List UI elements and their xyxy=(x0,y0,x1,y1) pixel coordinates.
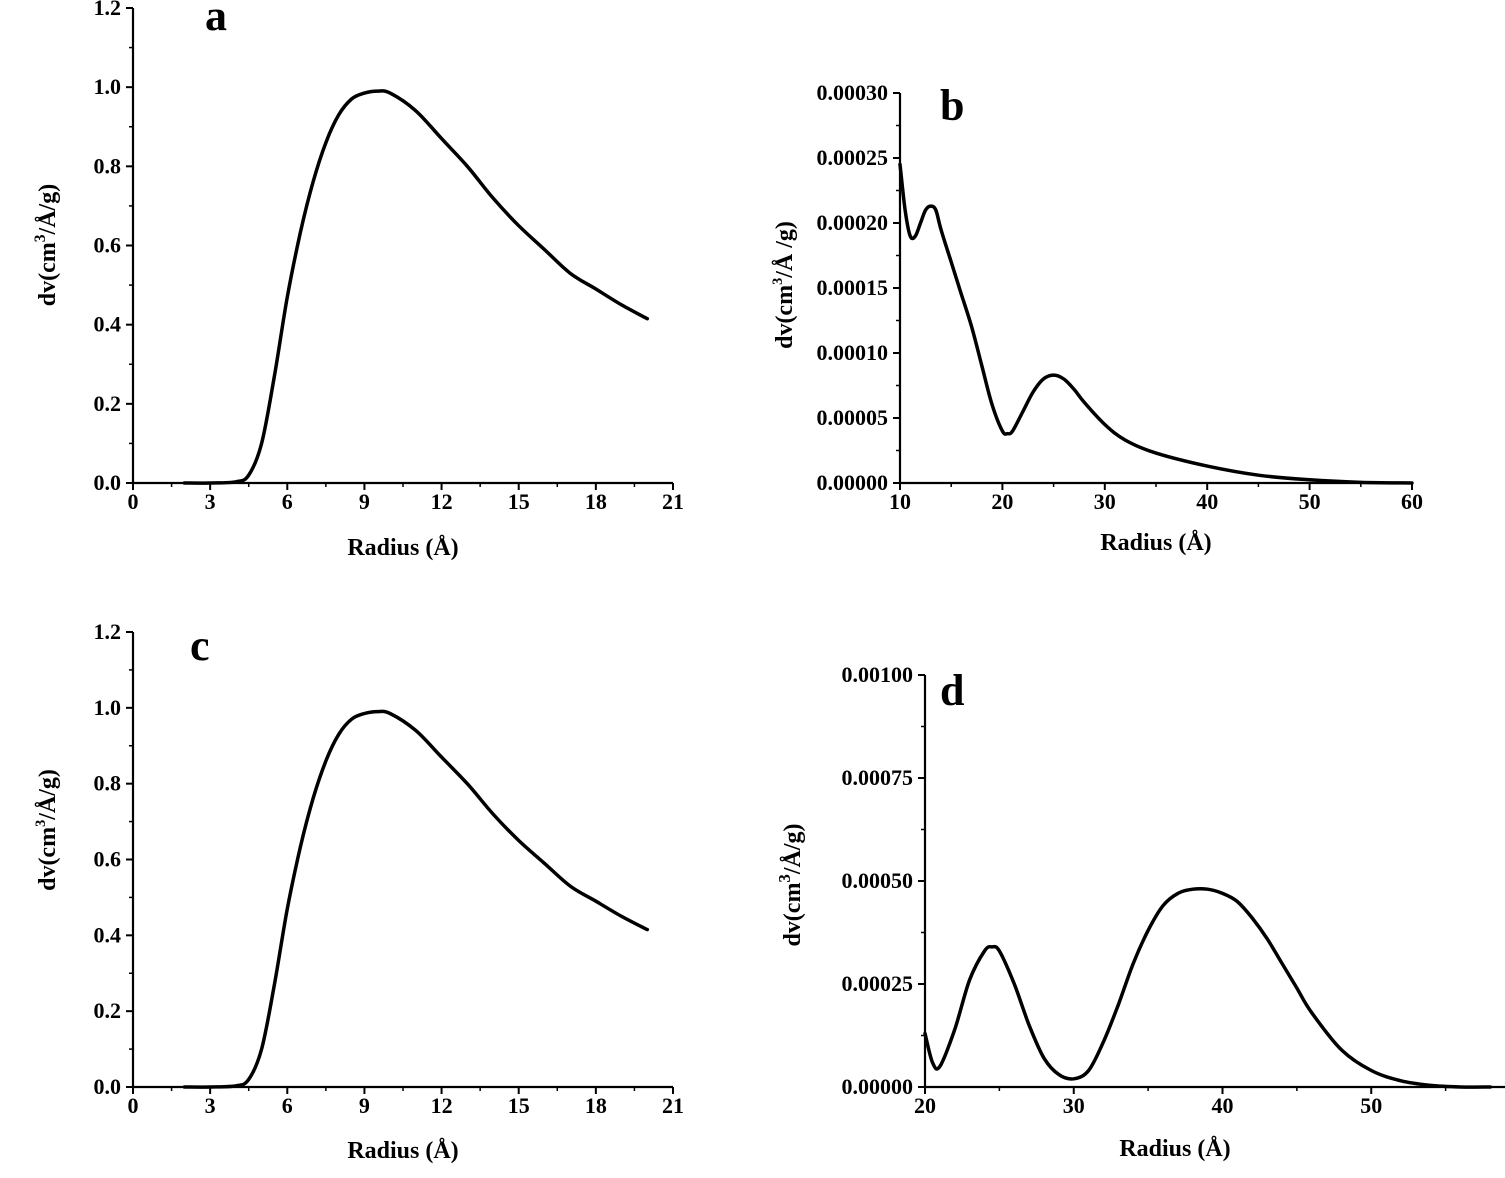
x-tick-label: 40 xyxy=(1212,1093,1234,1118)
y-axis-title-tail: /Å /g) xyxy=(772,221,798,279)
x-tick-label: 20 xyxy=(991,489,1013,514)
x-tick-label: 50 xyxy=(1360,1093,1382,1118)
y-axis-title-main: dv(cm xyxy=(35,242,61,306)
y-axis-title-sup: 3 xyxy=(770,278,786,285)
y-tick-label: 1.2 xyxy=(94,0,122,20)
y-axis-title-main: dv(cm xyxy=(772,285,798,349)
y-tick-label: 0.6 xyxy=(94,233,122,258)
y-tick-label: 0.00010 xyxy=(817,340,889,365)
y-tick-label: 0.00075 xyxy=(842,765,914,790)
y-axis-title: dv(cm3/Å/g) xyxy=(32,184,61,306)
y-tick-label: 1.2 xyxy=(94,619,122,644)
y-tick-label: 0.00030 xyxy=(817,80,889,105)
y-tick-label: 0.00020 xyxy=(817,210,889,235)
x-tick-label: 6 xyxy=(282,489,293,514)
x-tick-label: 18 xyxy=(585,489,607,514)
y-tick-label: 0.4 xyxy=(94,922,122,947)
x-axis-title: Radius (Å) xyxy=(347,1138,458,1164)
y-tick-label: 0.00005 xyxy=(817,405,889,430)
x-tick-label: 50 xyxy=(1299,489,1321,514)
y-axis-title-sup: 3 xyxy=(32,234,49,242)
y-tick-label: 0.0 xyxy=(94,470,122,495)
x-tick-label: 10 xyxy=(889,489,911,514)
y-axis-title-tail: /Å/g) xyxy=(35,184,61,236)
y-tick-label: 0.0 xyxy=(94,1074,122,1099)
x-tick-label: 20 xyxy=(914,1093,936,1118)
x-tick-label: 15 xyxy=(508,489,530,514)
y-axis-title-sup: 3 xyxy=(33,820,49,827)
x-tick-label: 12 xyxy=(431,489,453,514)
panel-b: b 10 20 30 40 50 60 0.00000 0.00005 0.00010 0.000… xyxy=(770,80,1423,556)
y-axis-title: dv(cm3/Å/g) xyxy=(775,823,806,946)
panel-letter-a: a xyxy=(205,0,227,40)
y-axis-title-main: dv(cm xyxy=(35,827,61,891)
series-line xyxy=(182,709,650,1089)
x-tick-label: 21 xyxy=(662,489,684,514)
x-tick-label: 0 xyxy=(128,1093,139,1118)
x-tick-label: 6 xyxy=(282,1093,293,1118)
y-tick-label: 0.2 xyxy=(94,391,122,416)
y-tick-label: 0.8 xyxy=(94,771,122,796)
x-tick-label: 3 xyxy=(205,1093,216,1118)
y-tick-label: 0.6 xyxy=(94,847,122,872)
panel-d: d 2030405060.000000.000250.000500.000750… xyxy=(775,662,1505,1162)
panel-c: c 0 3 6 9 12 15 18 21 0.0 0.2 0.4 0.6 0.8 1.0 1.2 Radiu… xyxy=(33,619,684,1164)
x-axis-title: Radius (Å) xyxy=(347,535,458,561)
y-axis-title-tail: /Å/g) xyxy=(780,823,806,875)
x-tick-label: 30 xyxy=(1063,1093,1085,1118)
y-axis-title-tail: /Å/g) xyxy=(35,769,61,821)
x-tick-label: 18 xyxy=(585,1093,607,1118)
y-tick-label: 0.2 xyxy=(94,998,122,1023)
x-tick-label: 12 xyxy=(431,1093,453,1118)
panel-letter-b: b xyxy=(940,81,964,130)
panel-a: a 0 3 6 9 12 15 18 21 0.0 0.2 0.4 0.6 0.8 1.0 1.2 Radiu… xyxy=(32,0,684,561)
y-tick-label: 0.8 xyxy=(94,153,122,178)
panel-letter-d: d xyxy=(940,666,964,715)
x-tick-label: 0 xyxy=(128,489,139,514)
y-axis-title: dv(cm3/Å/g) xyxy=(33,769,61,891)
y-tick-label: 0.4 xyxy=(94,312,122,337)
x-tick-label: 15 xyxy=(508,1093,530,1118)
series-line xyxy=(898,162,1414,485)
y-tick-label: 0.00025 xyxy=(817,145,889,170)
x-tick-label: 3 xyxy=(205,489,216,514)
y-tick-label: 0.00100 xyxy=(842,662,914,687)
y-axis-title-sup: 3 xyxy=(775,874,794,882)
x-tick-label: 21 xyxy=(662,1093,684,1118)
x-tick-label: 60 xyxy=(1401,489,1423,514)
y-tick-label: 0.00025 xyxy=(842,971,914,996)
y-tick-label: 0.00000 xyxy=(842,1074,914,1099)
x-tick-label: 30 xyxy=(1094,489,1116,514)
y-tick-label: 0.00000 xyxy=(817,470,889,495)
x-tick-label: 9 xyxy=(359,1093,370,1118)
y-tick-label: 1.0 xyxy=(94,74,122,99)
y-tick-label: 1.0 xyxy=(94,695,122,720)
x-axis-title: Radius (Å) xyxy=(1100,530,1211,556)
y-tick-label: 0.00015 xyxy=(817,275,889,300)
y-axis-title-main: dv(cm xyxy=(780,883,806,947)
series-line xyxy=(923,887,1493,1089)
y-axis-title: dv(cm3/Å /g) xyxy=(770,221,798,349)
x-axis-title: Radius (Å) xyxy=(1119,1136,1230,1162)
series-line xyxy=(182,89,650,485)
y-tick-label: 0.00050 xyxy=(842,868,914,893)
x-tick-label: 40 xyxy=(1196,489,1218,514)
x-tick-label: 9 xyxy=(359,489,370,514)
panel-letter-c: c xyxy=(190,621,210,670)
